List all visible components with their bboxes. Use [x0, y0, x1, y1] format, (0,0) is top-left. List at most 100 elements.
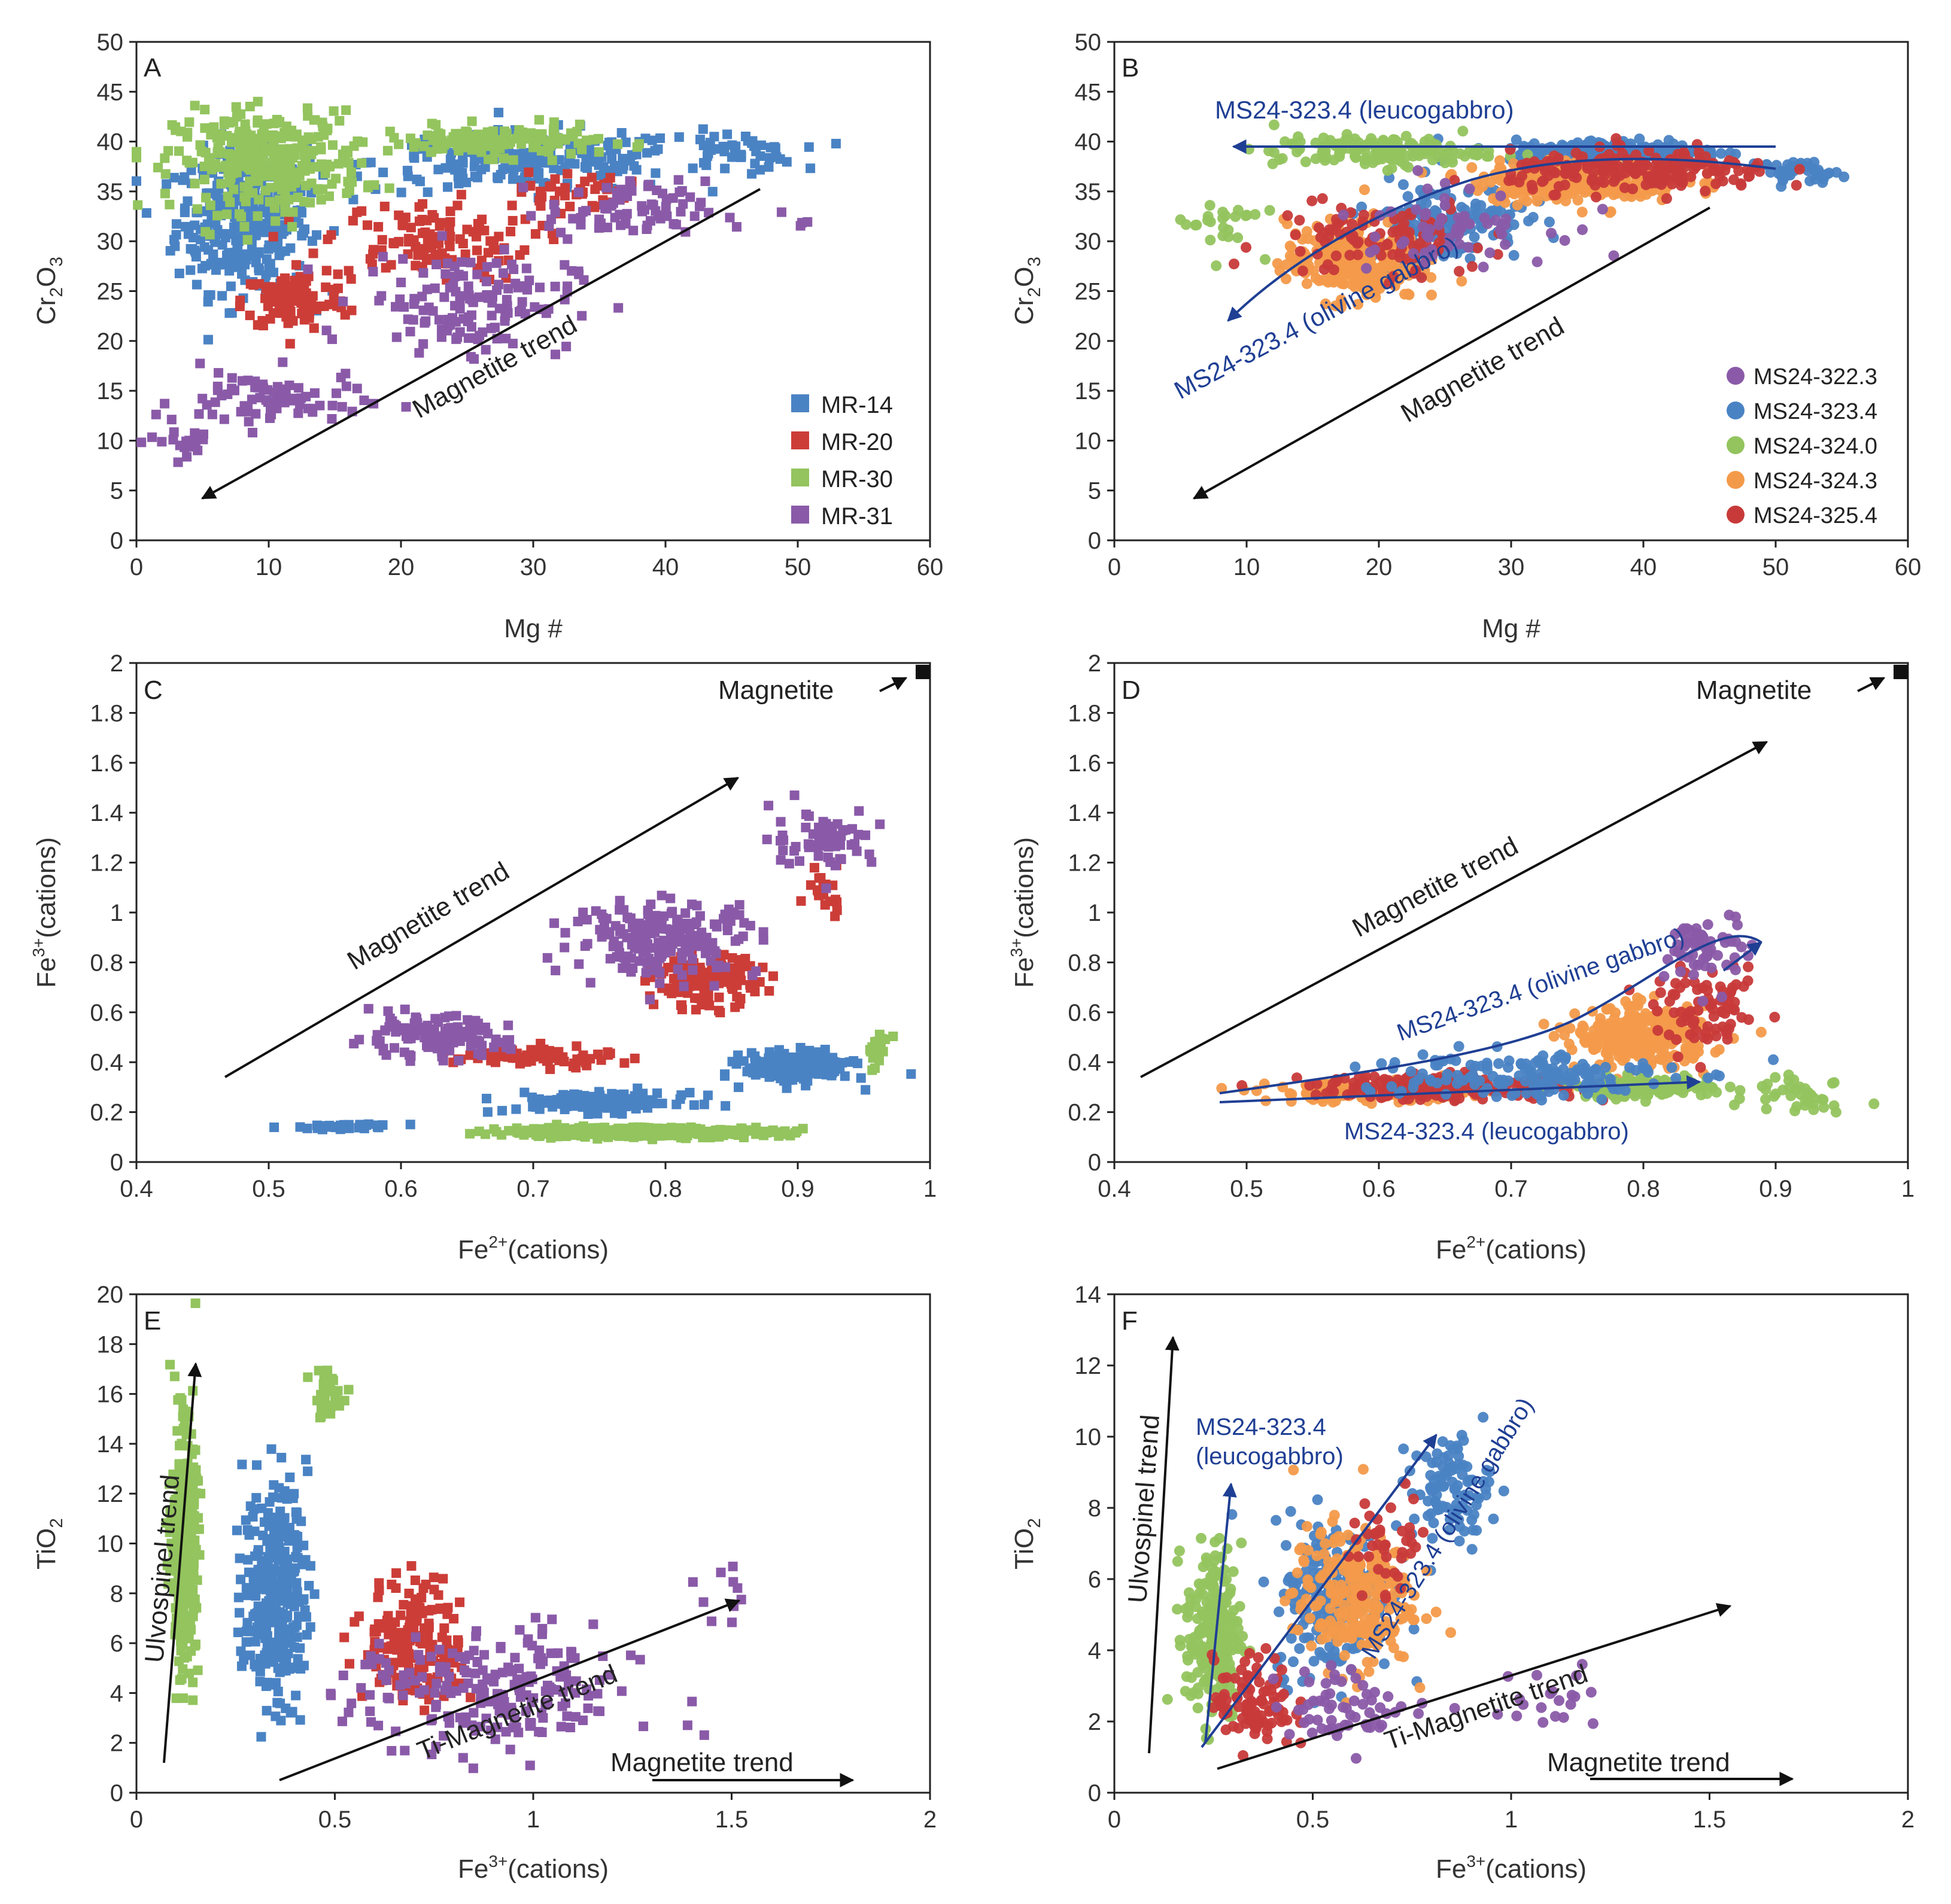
- data-point: [1396, 238, 1408, 250]
- data-point: [1456, 202, 1467, 213]
- data-point: [181, 436, 192, 446]
- data-point: [550, 174, 560, 184]
- data-point: [463, 1015, 473, 1025]
- data-point: [665, 893, 676, 904]
- data-point: [533, 1050, 543, 1060]
- data-point: [397, 220, 408, 230]
- data-point: [293, 192, 303, 202]
- data-point: [1559, 180, 1570, 191]
- data-point: [827, 822, 837, 832]
- data-point: [666, 926, 676, 936]
- data-point: [190, 101, 200, 111]
- axes: 0.4 0.5 0.6 0.7 0.8 0.9 100.20.40.60.811.21.41…: [90, 650, 937, 1202]
- data-point: [434, 315, 444, 325]
- data-point: [327, 400, 338, 410]
- data-point: [183, 127, 193, 138]
- data-point: [200, 105, 210, 115]
- data-point: [206, 165, 217, 175]
- data-point: [764, 986, 774, 996]
- data-point: [1713, 1044, 1725, 1056]
- data-point: [153, 162, 163, 172]
- x-tick-label: 1: [923, 1176, 937, 1202]
- data-point: [409, 1018, 420, 1028]
- data-point: [603, 1132, 613, 1142]
- data-point: [1560, 195, 1572, 206]
- data-point: [472, 132, 482, 142]
- data-point: [396, 278, 406, 288]
- data-point: [1327, 224, 1338, 236]
- data-point: [864, 849, 874, 859]
- data-point: [1436, 213, 1447, 224]
- y-tick-label: 15: [97, 378, 124, 404]
- data-point: [642, 148, 652, 158]
- x-axis-label: Fe2+(cations): [458, 1233, 609, 1264]
- data-point: [265, 413, 275, 423]
- data-point: [278, 184, 288, 194]
- data-point: [1619, 182, 1630, 193]
- y-tick-label: 25: [1075, 279, 1102, 305]
- data-point: [363, 183, 373, 193]
- data-point: [736, 975, 746, 986]
- data-point: [830, 911, 840, 921]
- x-tick-label: 60: [917, 554, 944, 580]
- data-point: [352, 384, 362, 394]
- data-point: [519, 1054, 529, 1064]
- data-point: [141, 208, 151, 218]
- data-point: [291, 260, 302, 270]
- data-point: [173, 457, 183, 467]
- data-point: [633, 1099, 643, 1109]
- data-point: [739, 962, 749, 972]
- data-point: [782, 1083, 792, 1093]
- data-point: [1263, 145, 1275, 157]
- x-axis-label: Mg #: [504, 614, 563, 643]
- data-point: [170, 241, 180, 251]
- data-point: [537, 191, 547, 202]
- data-point: [288, 153, 298, 163]
- data-point: [641, 968, 651, 978]
- data-point: [174, 146, 184, 156]
- data-point: [506, 226, 516, 236]
- legend-label-mr-30: MR-30: [821, 466, 893, 492]
- data-point: [436, 332, 446, 342]
- data-point: [391, 302, 401, 312]
- data-point: [299, 150, 309, 160]
- data-point: [809, 863, 819, 873]
- y-tick-label: 35: [97, 179, 124, 205]
- data-point: [597, 909, 607, 919]
- data-point: [1322, 259, 1333, 270]
- data-point: [578, 207, 588, 217]
- data-point: [457, 257, 467, 267]
- data-point: [352, 136, 363, 147]
- data-point: [535, 282, 545, 293]
- legend: MR-14 MR-20 MR-30 MR-31: [791, 392, 893, 530]
- data-point: [707, 187, 718, 197]
- data-point: [731, 141, 741, 151]
- data-point: [455, 296, 465, 306]
- data-point: [613, 139, 623, 149]
- y-tick-label: 40: [97, 129, 124, 156]
- data-point: [1744, 171, 1755, 182]
- panel-c: C 0.4 0.5 0.6 0.7 0.8 0.9 100.20.40.60.811.21.…: [29, 650, 937, 1264]
- data-point: [327, 140, 338, 150]
- data-point: [661, 202, 671, 212]
- data-point: [1495, 190, 1506, 202]
- x-tick-label: 60: [1895, 554, 1922, 580]
- data-point: [293, 383, 303, 393]
- data-point: [290, 178, 300, 188]
- data-point: [395, 294, 405, 305]
- data-point: [621, 154, 631, 165]
- data-point: [268, 232, 278, 242]
- data-point: [831, 139, 841, 149]
- data-point: [657, 1128, 667, 1138]
- data-point: [230, 248, 241, 258]
- data-point: [1523, 215, 1534, 227]
- y-tick-label: 35: [1075, 179, 1102, 205]
- data-point: [502, 1035, 512, 1045]
- data-point: [594, 133, 604, 144]
- data-point: [133, 200, 143, 210]
- data-point: [378, 168, 388, 178]
- data-point: [319, 301, 329, 311]
- data-point: [437, 231, 447, 241]
- data-point: [1453, 229, 1464, 240]
